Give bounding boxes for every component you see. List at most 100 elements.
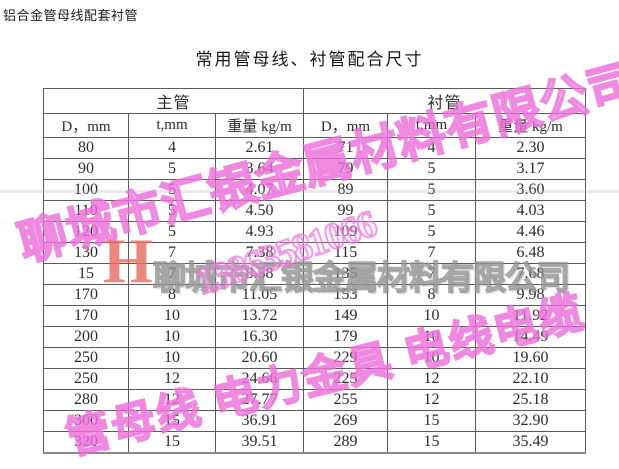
spec-table: 主管 衬管 D，mm t,mm 重量 kg/m D，mm t,mm 重量 kg/m 80 4… <box>43 88 586 454</box>
cell: 4.07 <box>215 179 304 201</box>
cell: 16.30 <box>215 326 304 348</box>
cell: 19.60 <box>475 347 586 369</box>
cell: 27.77 <box>215 389 304 411</box>
cell: 71 <box>303 137 388 159</box>
cell: 5 <box>387 200 476 222</box>
cell: 15 <box>43 263 129 285</box>
cell: 7 <box>128 263 216 285</box>
table-title: 常用管母线、衬管配合尺寸 <box>195 50 424 69</box>
cell: 255 <box>303 389 388 411</box>
cell: 135 <box>303 263 388 285</box>
column-header: t,mm <box>387 113 476 138</box>
cell: 153 <box>303 284 388 306</box>
cell: 15 <box>387 410 476 432</box>
cell: 3.60 <box>475 179 586 201</box>
table-row: 15 7 8.58 135 7 7.68 <box>43 263 586 285</box>
cell: 20.60 <box>215 347 304 369</box>
cell: 7.68 <box>475 263 586 285</box>
cell: 7.38 <box>215 242 304 264</box>
cell: 10 <box>128 305 216 327</box>
cell: 99 <box>303 200 388 222</box>
cell: 300 <box>43 410 129 432</box>
cell: 24.66 <box>215 368 304 390</box>
table-row: 80 4 2.61 71 4 2.30 <box>43 137 586 159</box>
table-row: 250 12 24.66 225 12 22.10 <box>43 368 586 390</box>
cell: 229 <box>303 347 388 369</box>
group-header-liner-tube: 衬管 <box>303 88 586 114</box>
page-title: 铝合金管母线配套衬管 <box>3 8 139 23</box>
group-header-main-tube: 主管 <box>43 88 304 114</box>
cell: 179 <box>303 326 388 348</box>
cell: 8.58 <box>215 263 304 285</box>
cell: 35.49 <box>475 431 586 454</box>
column-header: 重量 kg/m <box>215 113 304 138</box>
cell: 10 <box>387 347 476 369</box>
cell: 200 <box>43 326 129 348</box>
cell: 4 <box>128 137 216 159</box>
table-row: 300 15 36.91 269 15 32.90 <box>43 410 586 432</box>
cell: 320 <box>43 431 129 454</box>
table-row: 110 5 4.50 99 5 4.03 <box>43 200 586 222</box>
cell: 149 <box>303 305 388 327</box>
cell: 5 <box>387 179 476 201</box>
cell: 110 <box>43 200 129 222</box>
cell: 9.98 <box>475 284 586 306</box>
cell: 36.91 <box>215 410 304 432</box>
cell: 7 <box>128 242 216 264</box>
cell: 39.51 <box>215 431 304 454</box>
cell: 5 <box>128 158 216 180</box>
cell: 5 <box>128 179 216 201</box>
cell: 109 <box>303 221 388 243</box>
cell: 5 <box>128 221 216 243</box>
table-row: 90 5 3.64 79 5 3.17 <box>43 158 586 180</box>
cell: 25.18 <box>475 389 586 411</box>
column-header: t,mm <box>128 113 216 138</box>
cell: 120 <box>43 221 129 243</box>
cell: 170 <box>43 305 129 327</box>
cell: 11.92 <box>475 305 586 327</box>
cell: 12 <box>387 368 476 390</box>
cell: 10 <box>128 326 216 348</box>
cell: 100 <box>43 179 129 201</box>
cell: 280 <box>43 389 129 411</box>
cell: 32.90 <box>475 410 586 432</box>
column-header: D，mm <box>303 113 388 138</box>
cell: 4.46 <box>475 221 586 243</box>
column-header-row: D，mm t,mm 重量 kg/m D，mm t,mm 重量 kg/m <box>43 113 586 138</box>
table-row: 130 7 7.38 115 7 6.48 <box>43 242 586 264</box>
cell: 7 <box>387 242 476 264</box>
table-row: 320 15 39.51 289 15 35.49 <box>43 431 586 454</box>
cell: 15 <box>128 431 216 454</box>
table-row: 250 10 20.60 229 10 19.60 <box>43 347 586 369</box>
table-row: 170 10 13.72 149 10 11.92 <box>43 305 586 327</box>
cell: 115 <box>303 242 388 264</box>
cell: 79 <box>303 158 388 180</box>
cell: 8 <box>128 284 216 306</box>
cell: 250 <box>43 368 129 390</box>
cell: 8 <box>387 284 476 306</box>
cell: 250 <box>43 347 129 369</box>
cell: 80 <box>43 137 129 159</box>
cell: 14.49 <box>475 326 586 348</box>
cell: 170 <box>43 284 129 306</box>
cell: 12 <box>128 368 216 390</box>
table-row: 100 5 4.07 89 5 3.60 <box>43 179 586 201</box>
group-header-row: 主管 衬管 <box>43 88 586 114</box>
table-row: 200 10 16.30 179 10 14.49 <box>43 326 586 348</box>
cell: 3.17 <box>475 158 586 180</box>
cell: 5 <box>387 158 476 180</box>
cell: 5 <box>387 221 476 243</box>
cell: 15 <box>387 431 476 454</box>
column-header: 重量 kg/m <box>475 113 586 138</box>
cell: 4.93 <box>215 221 304 243</box>
cell: 269 <box>303 410 388 432</box>
cell: 22.10 <box>475 368 586 390</box>
cell: 11.05 <box>215 284 304 306</box>
cell: 130 <box>43 242 129 264</box>
cell: 7 <box>387 263 476 285</box>
table-row: 280 12 27.77 255 12 25.18 <box>43 389 586 411</box>
cell: 225 <box>303 368 388 390</box>
cell: 89 <box>303 179 388 201</box>
cell: 4.50 <box>215 200 304 222</box>
cell: 10 <box>387 326 476 348</box>
